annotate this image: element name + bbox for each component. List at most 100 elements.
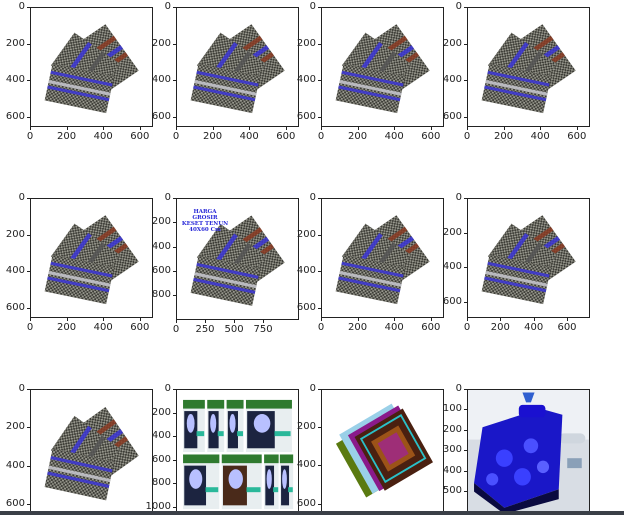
y-tick-label: 200 (442, 37, 462, 49)
y-tick-label: 800 (151, 477, 171, 489)
x-tick-label: 0 (172, 131, 180, 142)
y-tick (27, 234, 30, 236)
y-tick (318, 7, 321, 8)
y-tick-label: 0 (455, 1, 462, 12)
x-tick-label: 400 (524, 322, 544, 333)
x-tick-label: 400 (239, 131, 259, 142)
x-tick-label: 200 (348, 322, 368, 333)
x-tick-label: 600 (276, 131, 296, 142)
y-tick (27, 271, 30, 273)
promo-text-line: HARGA GROSIR (192, 209, 218, 221)
y-tick (464, 409, 467, 411)
y-tick (318, 116, 321, 118)
y-tick (464, 43, 467, 45)
subplot-11 (321, 389, 444, 515)
prayer-mats-image (322, 390, 443, 514)
x-tick (205, 320, 206, 323)
y-tick (464, 232, 467, 234)
y-tick (318, 465, 321, 467)
y-tick-label: 400 (442, 261, 462, 273)
x-tick (66, 127, 68, 130)
x-tick-label: 0 (172, 324, 180, 335)
y-tick (464, 198, 467, 199)
y-tick (318, 307, 321, 309)
y-tick-label: 600 (296, 497, 316, 509)
rug-image (31, 199, 152, 317)
y-tick-label: 0 (164, 192, 171, 203)
y-tick (27, 427, 30, 429)
x-tick (430, 127, 432, 130)
y-tick (318, 234, 321, 236)
x-tick-label: 400 (93, 131, 113, 142)
y-tick (318, 43, 321, 45)
y-tick-label: 400 (5, 459, 25, 471)
x-tick (576, 127, 578, 130)
y-tick (173, 483, 176, 485)
y-tick-label: 0 (455, 383, 462, 394)
y-tick (173, 412, 176, 414)
y-tick-label: 0 (309, 192, 316, 203)
x-tick (263, 320, 265, 323)
subplot-8 (467, 198, 590, 318)
y-tick (464, 450, 467, 452)
x-tick (567, 318, 568, 321)
y-tick-label: 200 (296, 421, 316, 433)
x-tick-label: 200 (57, 131, 77, 142)
x-tick (430, 318, 432, 321)
y-tick-label: 600 (296, 301, 316, 313)
subplot-9 (30, 389, 153, 515)
x-tick-label: 0 (317, 322, 325, 333)
subplot-10 (176, 389, 299, 515)
subplot-7 (321, 198, 444, 318)
y-tick (27, 465, 30, 467)
y-tick-label: 200 (442, 226, 462, 238)
hair-dye-packs-image (177, 390, 298, 514)
x-tick (533, 318, 535, 321)
y-tick-label: 200 (151, 406, 171, 418)
y-tick-label: 200 (5, 228, 25, 240)
y-tick-label: 100 (442, 403, 462, 415)
x-tick (103, 318, 105, 321)
y-tick-label: 600 (5, 110, 25, 122)
x-tick-label: 0 (26, 131, 34, 142)
y-tick (27, 7, 30, 8)
x-tick (176, 127, 177, 130)
y-tick (173, 116, 176, 118)
x-tick (249, 127, 251, 130)
rug-image (322, 199, 443, 317)
x-tick (357, 127, 359, 130)
x-tick (540, 127, 542, 130)
y-tick (173, 198, 176, 199)
y-tick-label: 200 (296, 228, 316, 240)
x-tick (500, 318, 502, 321)
y-tick-label: 0 (455, 192, 462, 203)
x-tick (357, 318, 359, 321)
y-tick-label: 400 (296, 265, 316, 277)
promo-text: HARGA GROSIR KESET TENUN 40X60 Cm (180, 209, 230, 233)
y-tick (27, 389, 30, 390)
y-tick (464, 116, 467, 118)
y-tick (464, 491, 467, 493)
y-tick-label: 400 (151, 74, 171, 86)
x-tick-label: 0 (26, 322, 34, 333)
bottom-scrollbar[interactable] (0, 511, 624, 515)
y-tick (173, 43, 176, 45)
y-tick (318, 503, 321, 505)
subplot-1 (30, 7, 153, 127)
x-tick-label: 250 (195, 324, 215, 335)
x-tick-label: 600 (557, 322, 577, 333)
y-tick (318, 271, 321, 273)
y-tick (173, 80, 176, 82)
y-tick-label: 600 (151, 264, 171, 276)
x-tick (321, 318, 322, 321)
subplot-2 (176, 7, 299, 127)
y-tick (27, 80, 30, 82)
y-tick-label: 0 (309, 1, 316, 12)
y-tick-label: 400 (151, 240, 171, 252)
y-tick-label: 200 (5, 37, 25, 49)
y-tick-label: 200 (151, 216, 171, 228)
rug-image (31, 8, 152, 126)
x-tick (321, 127, 322, 130)
y-tick (318, 80, 321, 82)
